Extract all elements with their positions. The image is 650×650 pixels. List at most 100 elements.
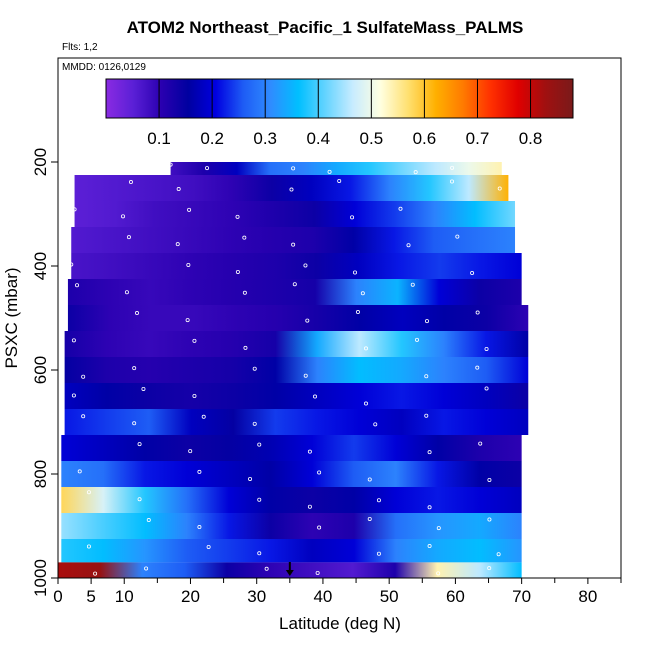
sample-point: [126, 235, 131, 240]
sample-point: [327, 169, 332, 174]
sample-point: [363, 401, 368, 406]
sample-point: [205, 166, 210, 171]
x-axis-label: Latitude (deg N): [279, 614, 401, 633]
sample-point: [197, 525, 202, 530]
sample-point: [243, 345, 248, 350]
sample-point: [185, 318, 190, 323]
sample-point: [186, 262, 191, 267]
heatmap-row: [64, 409, 529, 435]
sample-point: [86, 490, 91, 495]
sample-point: [242, 290, 247, 295]
latitude-marker: [285, 562, 294, 576]
sample-point: [352, 270, 357, 275]
y-tick-label: 1000: [31, 559, 50, 597]
sample-point: [144, 566, 149, 571]
sample-point: [376, 498, 381, 503]
sample-point: [367, 516, 372, 521]
sample-point: [315, 571, 320, 576]
heatmap-row: [67, 279, 522, 305]
sample-point: [137, 497, 142, 502]
x-tick-label: 0: [53, 587, 62, 606]
sample-point: [93, 571, 98, 576]
y-tick-label: 200: [31, 148, 50, 176]
sample-point: [350, 215, 355, 220]
sample-point: [257, 442, 262, 447]
sample-point: [128, 180, 133, 185]
sample-point: [436, 526, 441, 531]
sample-point: [146, 518, 151, 523]
sample-point: [414, 337, 419, 342]
sample-point: [475, 310, 480, 315]
sample-point: [141, 386, 146, 391]
sample-point: [235, 269, 240, 274]
sample-point: [72, 207, 77, 212]
x-tick-label: 60: [446, 587, 465, 606]
sample-point: [484, 386, 489, 391]
sample-point: [134, 311, 139, 316]
x-tick-label: 20: [181, 587, 200, 606]
colorbar-tick-label: 0.4: [306, 129, 330, 148]
sample-point: [450, 165, 455, 170]
colorbar-tick-label: 0.2: [200, 129, 224, 148]
sample-point: [487, 477, 492, 482]
sample-point: [137, 442, 142, 447]
sample-point: [86, 544, 91, 549]
sample-point: [121, 214, 126, 219]
sample-point: [436, 571, 441, 576]
plot-frame: [57, 57, 622, 579]
sample-point: [455, 234, 460, 239]
sample-point: [176, 187, 181, 192]
x-tick-label: 30: [247, 587, 266, 606]
sample-point: [75, 283, 80, 288]
sample-point: [132, 421, 137, 426]
sample-point: [192, 338, 197, 343]
sample-point: [81, 374, 86, 379]
sample-point: [427, 505, 432, 510]
sample-point: [360, 291, 365, 296]
sample-point: [235, 214, 240, 219]
heatmap-row: [61, 461, 522, 487]
sample-point: [175, 242, 180, 247]
sample-point: [257, 497, 262, 502]
colorbar-tick-label: 0.8: [519, 129, 543, 148]
sample-point: [367, 477, 372, 482]
date-note: MMDD: 0126,0129: [62, 62, 146, 73]
heatmap-row: [64, 383, 529, 409]
heatmap-row: [74, 201, 516, 227]
sample-point: [292, 282, 297, 287]
heatmap-row: [61, 539, 522, 563]
sample-point: [497, 186, 502, 191]
x-tick-label: 40: [313, 587, 332, 606]
sample-point: [317, 525, 322, 530]
sample-point: [303, 263, 308, 268]
x-tick-label: 50: [380, 587, 399, 606]
sample-point: [424, 374, 429, 379]
sample-point: [337, 178, 342, 183]
sample-point: [487, 566, 492, 571]
y-tick-label: 400: [31, 252, 50, 280]
sample-point: [470, 271, 475, 276]
sample-point: [427, 544, 432, 549]
sample-point: [487, 517, 492, 522]
sample-point: [305, 318, 310, 323]
x-tick-label: 5: [86, 587, 95, 606]
heatmap-row: [67, 305, 529, 331]
sample-point: [257, 551, 262, 556]
heatmap-row: [61, 513, 522, 539]
sample-point: [124, 290, 129, 295]
latitude-marker-arrow: [285, 570, 294, 576]
sample-point: [132, 366, 137, 371]
sample-point: [168, 162, 173, 167]
sample-point: [252, 366, 257, 371]
colorbar: 0.1 0.2 0.3 0.4 0.5 0.6 0.7 0.8: [105, 78, 574, 148]
sample-point: [81, 414, 86, 419]
sample-point: [373, 422, 378, 427]
sample-point: [424, 413, 429, 418]
x-tick-label: 70: [512, 587, 531, 606]
sample-point: [77, 469, 82, 474]
heatmap-layer: [58, 162, 529, 578]
colorbar-tick-label: 0.7: [466, 129, 490, 148]
sample-point: [376, 551, 381, 556]
sample-point: [71, 338, 76, 343]
y-tick-label: 800: [31, 460, 50, 488]
